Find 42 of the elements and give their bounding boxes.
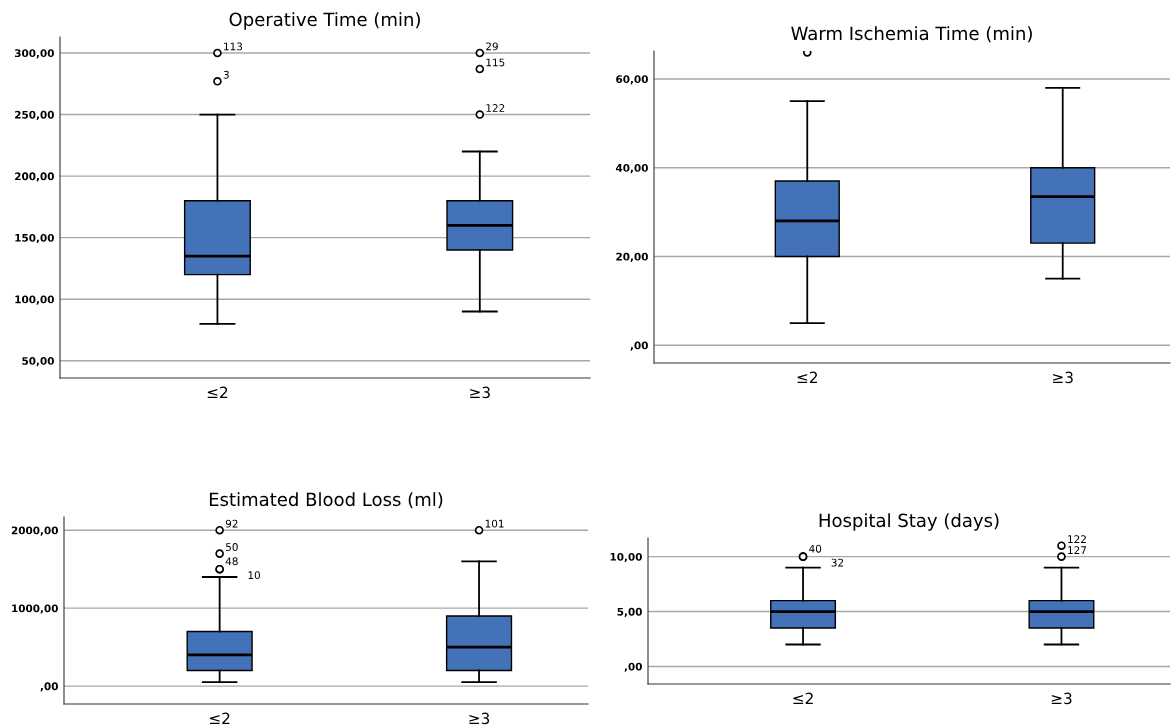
chart-title: Hospital Stay (days) bbox=[819, 513, 999, 531]
y-tick-label: 50,00 bbox=[22, 356, 54, 367]
y-tick-label: 200,00 bbox=[15, 172, 54, 182]
chart-title: Operative Time (min) bbox=[229, 12, 420, 30]
annotation: 10 bbox=[248, 571, 260, 580]
annotation: 122 bbox=[486, 104, 505, 112]
y-tick-label: 100,00 bbox=[15, 295, 54, 305]
y-tick-label: ,00 bbox=[40, 682, 58, 692]
y-tick-label: 40,00 bbox=[615, 163, 648, 174]
x-tick-label: ≤2 bbox=[207, 386, 228, 398]
y-tick-label: ,00 bbox=[624, 662, 642, 672]
y-tick-label: 10,00 bbox=[610, 552, 642, 563]
x-tick-label: ≤2 bbox=[797, 371, 817, 383]
annotation: 113 bbox=[224, 42, 243, 51]
y-tick-label: ,00 bbox=[630, 341, 648, 351]
x-tick-label: ≥3 bbox=[470, 386, 490, 399]
x-tick-label: ≥3 bbox=[1053, 371, 1073, 384]
annotation: 29 bbox=[486, 42, 498, 51]
x-tick-label: ≥3 bbox=[1051, 692, 1072, 705]
chart-title: Warm Ischemia Time (min) bbox=[791, 26, 1032, 43]
chart-title: Estimated Blood Loss (ml) bbox=[209, 492, 443, 509]
annotation: 32 bbox=[831, 558, 844, 567]
x-tick-label: ≤2 bbox=[210, 712, 230, 724]
annotation: 101 bbox=[485, 519, 504, 528]
y-tick-label: 300,00 bbox=[14, 49, 54, 59]
x-tick-label: ≥3 bbox=[469, 712, 490, 725]
y-tick-label: 150,00 bbox=[15, 233, 54, 244]
annotation: 40 bbox=[809, 544, 822, 553]
annotation: 3 bbox=[223, 70, 229, 79]
annotation: 122 bbox=[1068, 535, 1086, 543]
annotation: 115 bbox=[486, 58, 505, 67]
annotation: 127 bbox=[1068, 546, 1087, 554]
y-tick-label: 20,00 bbox=[616, 252, 648, 262]
annotation: 50 bbox=[226, 543, 238, 551]
y-tick-label: 60,00 bbox=[616, 75, 648, 85]
x-tick-label: ≤2 bbox=[793, 692, 813, 704]
y-tick-label: 250,00 bbox=[15, 110, 54, 120]
annotation: 48 bbox=[225, 557, 238, 566]
y-tick-label: 1000,00 bbox=[12, 604, 58, 614]
annotation: 92 bbox=[225, 519, 238, 528]
y-tick-label: 2000,00 bbox=[11, 526, 58, 536]
y-tick-label: 5,00 bbox=[617, 607, 642, 617]
